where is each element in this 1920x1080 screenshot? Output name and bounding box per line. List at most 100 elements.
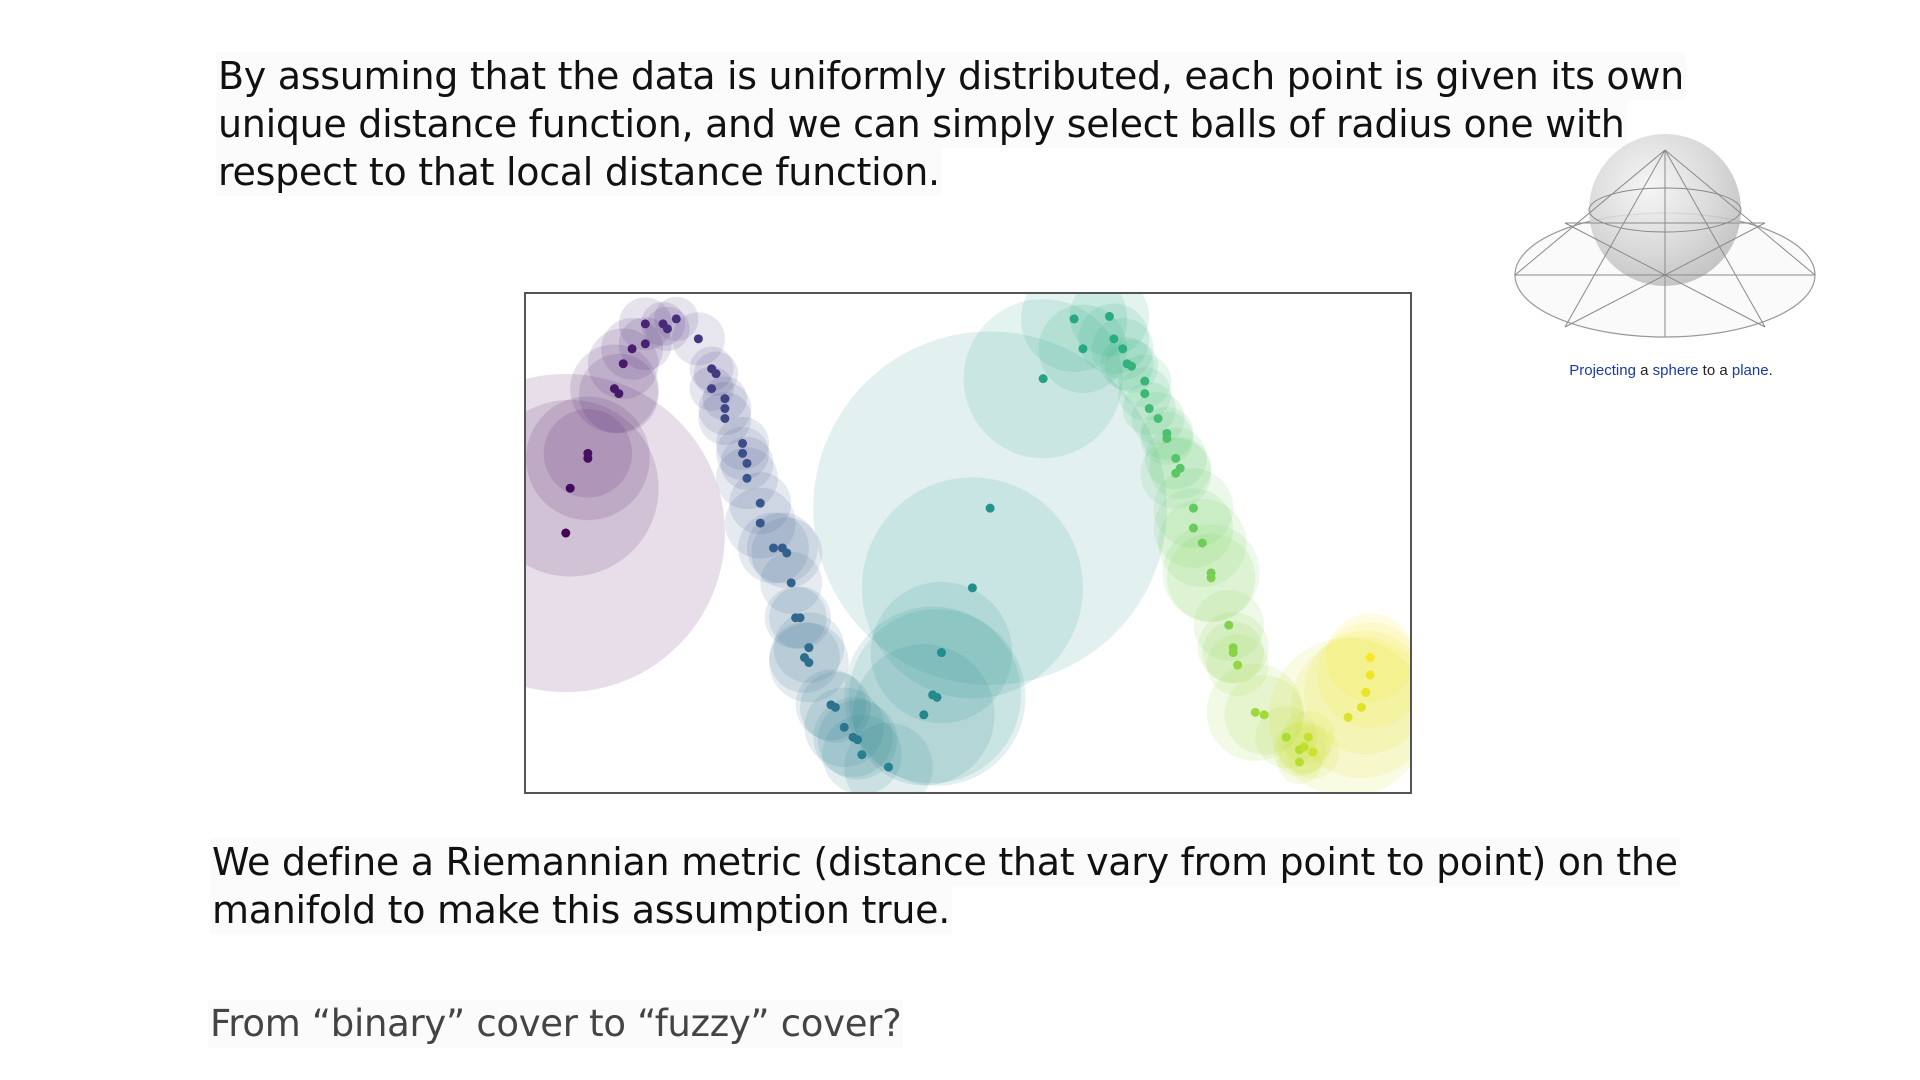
data-point (967, 583, 977, 593)
data-point (936, 648, 946, 658)
data-point (640, 339, 650, 349)
data-point (1140, 389, 1150, 399)
data-point (1118, 344, 1128, 354)
paragraph-bottom-line-2: manifold to make this assumption true. (210, 886, 953, 934)
data-point (1303, 732, 1313, 742)
data-point (1356, 702, 1366, 712)
data-point (1228, 648, 1238, 658)
fuzzy-ball (1069, 294, 1150, 357)
data-point (1171, 453, 1181, 463)
data-point (565, 483, 575, 493)
data-point (1127, 361, 1137, 371)
data-point (640, 319, 650, 329)
fuzzy-ball (526, 399, 659, 577)
data-point (738, 448, 748, 458)
data-point (1308, 747, 1318, 757)
projection-lines (1514, 149, 1816, 337)
data-point (1233, 660, 1243, 670)
data-point (1259, 710, 1269, 720)
link-sphere[interactable]: sphere (1652, 362, 1699, 379)
data-point (1224, 620, 1234, 630)
paragraph-top-line-1: By assuming that the data is uniformly d… (216, 52, 1686, 100)
data-points-layer (561, 311, 1375, 772)
data-point (1361, 687, 1371, 697)
data-point (804, 658, 814, 668)
data-point (795, 613, 805, 623)
data-point (1069, 314, 1079, 324)
fuzzy-ball (1290, 636, 1410, 779)
data-point (1038, 374, 1048, 384)
paragraph-top-line-3: respect to that local distance function. (216, 148, 942, 196)
data-point (1250, 707, 1260, 717)
data-point (627, 344, 637, 354)
data-point (932, 692, 942, 702)
data-point (614, 389, 624, 399)
data-point (1078, 344, 1088, 354)
data-point (782, 548, 792, 558)
data-point (1109, 334, 1119, 344)
data-point (662, 324, 672, 334)
data-point (720, 404, 730, 414)
scatter-plot (524, 292, 1412, 794)
link-projecting[interactable]: Projecting (1569, 362, 1636, 379)
data-point (1153, 414, 1163, 423)
sphere-caption: Projecting a sphere to a plane. (1536, 362, 1806, 379)
data-point (919, 710, 929, 720)
data-point (1162, 433, 1172, 443)
fuzzy-balls-layer (526, 294, 1410, 792)
data-point (1104, 311, 1114, 321)
data-point (755, 498, 765, 508)
data-point (742, 473, 752, 483)
data-point (1299, 742, 1309, 752)
data-point (618, 359, 628, 369)
fuzzy-ball (1303, 630, 1410, 755)
data-point (883, 762, 893, 772)
caption-text-to-a: to a (1698, 362, 1732, 379)
data-point (857, 750, 867, 760)
fuzzy-ball (526, 373, 725, 693)
data-point (1343, 712, 1353, 722)
fuzzy-ball (844, 722, 933, 792)
data-point (707, 384, 717, 394)
data-point (1188, 503, 1198, 513)
paragraph-bottom: We define a Riemannian metric (distance … (210, 838, 1680, 934)
data-point (720, 414, 730, 423)
paragraph-bottom-line-1: We define a Riemannian metric (distance … (210, 838, 1680, 886)
data-point (769, 543, 779, 553)
data-point (693, 334, 703, 344)
data-point (830, 702, 840, 712)
fuzzy-ball (1317, 621, 1410, 728)
data-point (1206, 573, 1216, 583)
data-point (671, 314, 681, 324)
data-point (755, 518, 765, 528)
sphere-projection-figure (1514, 134, 1816, 338)
data-point (839, 722, 849, 732)
data-point (1281, 732, 1291, 742)
data-point (561, 528, 571, 538)
data-point (1188, 523, 1198, 533)
caption-text-a: a (1635, 362, 1653, 379)
data-point (738, 438, 748, 448)
data-point (1144, 404, 1154, 414)
data-point (1295, 757, 1304, 767)
data-point (1197, 538, 1207, 548)
data-point (1140, 376, 1150, 386)
fuzzy-ball (1021, 294, 1128, 372)
data-point (720, 394, 730, 404)
caption-period: . (1768, 362, 1773, 379)
data-point (711, 369, 721, 379)
data-point (853, 735, 862, 745)
data-point (1365, 670, 1375, 680)
data-point (1365, 653, 1375, 663)
scatter-plot-svg (526, 294, 1410, 792)
data-point (804, 643, 814, 653)
paragraph-top-line-2: unique distance function, and we can sim… (216, 100, 1627, 148)
data-point (985, 503, 995, 513)
paragraph-top: By assuming that the data is uniformly d… (216, 52, 1686, 196)
data-point (742, 458, 752, 468)
data-point (786, 578, 796, 588)
question-text: From “binary” cover to “fuzzy” cover? (208, 1000, 904, 1048)
data-point (583, 448, 593, 458)
data-point (1171, 468, 1181, 478)
link-plane[interactable]: plane (1731, 362, 1769, 379)
